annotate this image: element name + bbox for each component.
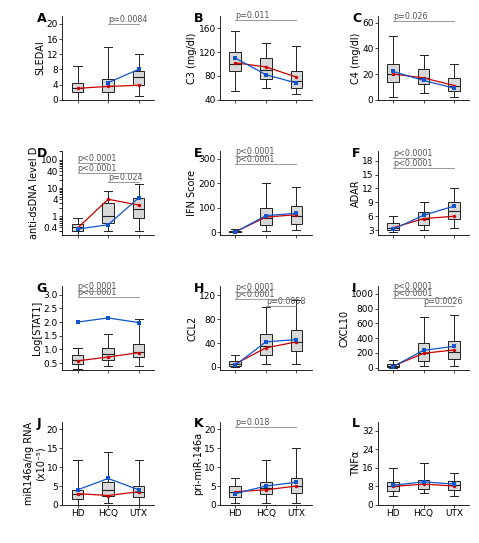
Bar [133,71,145,85]
Text: p<0.0001: p<0.0001 [235,147,274,156]
Text: p=0.011: p=0.011 [235,11,270,21]
Y-axis label: anti-dsDNA level D: anti-dsDNA level D [30,147,39,239]
Text: p=0.026: p=0.026 [393,12,427,21]
Text: K: K [194,418,204,431]
Bar [229,231,241,232]
Bar [133,486,145,497]
Bar [72,224,83,231]
Text: F: F [352,147,361,160]
Bar [260,208,272,225]
Text: H: H [194,282,205,295]
Text: B: B [194,12,204,25]
Text: p<0.0001: p<0.0001 [235,290,274,299]
Bar [418,69,429,84]
Bar [418,212,429,225]
Text: L: L [352,418,360,431]
Text: p=0.0058: p=0.0058 [266,296,305,306]
Text: p<0.0001: p<0.0001 [78,288,117,297]
Text: p<0.0001: p<0.0001 [393,159,433,168]
Text: I: I [352,282,356,295]
Y-axis label: TNFα: TNFα [351,451,361,476]
Text: J: J [36,418,41,431]
Text: G: G [36,282,47,295]
Text: p<0.0001: p<0.0001 [393,149,433,159]
Bar [291,330,302,351]
Y-axis label: CXCL10: CXCL10 [339,310,349,347]
Text: E: E [194,147,203,160]
Bar [103,348,114,360]
Text: p<0.0001: p<0.0001 [393,289,433,298]
Y-axis label: CCL2: CCL2 [187,315,197,341]
Bar [291,71,302,88]
Bar [103,79,114,92]
Text: p<0.0001: p<0.0001 [393,282,433,291]
Bar [291,206,302,224]
Bar [387,364,399,367]
Y-axis label: C4 (mg/dl): C4 (mg/dl) [351,32,361,84]
Bar [229,52,241,71]
Text: C: C [352,12,361,25]
Y-axis label: ADAR: ADAR [351,179,361,207]
Bar [260,482,272,494]
Bar [448,78,460,91]
Bar [72,83,83,92]
Bar [72,490,83,500]
Text: p<0.0001: p<0.0001 [235,155,274,163]
Bar [387,223,399,230]
Bar [448,341,460,359]
Text: p<0.0001: p<0.0001 [78,154,117,162]
Bar [418,479,429,489]
Text: p=0.0084: p=0.0084 [108,15,148,24]
Text: p=0.024: p=0.024 [108,173,143,182]
Text: p<0.0001: p<0.0001 [78,282,117,291]
Bar [133,198,145,218]
Bar [291,478,302,493]
Bar [229,486,241,497]
Bar [103,203,114,223]
Bar [387,482,399,491]
Bar [260,334,272,355]
Bar [448,481,460,490]
Y-axis label: miR146a/ng RNA
(x10⁻⁵): miR146a/ng RNA (x10⁻⁵) [23,422,45,505]
Bar [418,343,429,361]
Bar [133,344,145,357]
Y-axis label: IFN Score: IFN Score [187,170,197,216]
Bar [387,64,399,82]
Y-axis label: SLEDAI: SLEDAI [35,41,45,75]
Bar [72,356,83,364]
Bar [260,58,272,79]
Bar [229,361,241,366]
Y-axis label: pri-miR-146a: pri-miR-146a [193,432,203,495]
Text: p<0.0001: p<0.0001 [78,164,117,173]
Y-axis label: C3 (mg/dl): C3 (mg/dl) [187,32,197,84]
Bar [103,482,114,496]
Bar [448,203,460,219]
Text: p<0.0001: p<0.0001 [235,283,274,293]
Text: p=0.0026: p=0.0026 [423,296,463,306]
Text: A: A [36,12,46,25]
Y-axis label: Log[STAT1]: Log[STAT1] [33,301,42,355]
Text: p=0.018: p=0.018 [235,418,270,427]
Text: D: D [36,147,47,160]
